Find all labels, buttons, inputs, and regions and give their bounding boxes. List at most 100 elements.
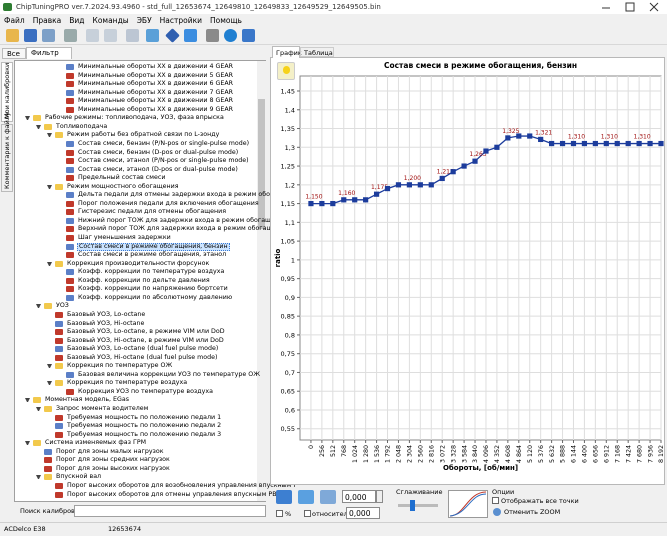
tree-item[interactable]: Коррекция производительности форсунок bbox=[15, 260, 255, 269]
tab[interactable]: Все bbox=[2, 48, 26, 59]
tree-item[interactable]: Гистерезис педали для отмены обогащения bbox=[15, 208, 255, 217]
tree-item[interactable]: Базовый УОЗ, Hi-octane (dual fuel pulse … bbox=[15, 354, 255, 363]
tree-item[interactable]: Состав смеси, бензин (P/N-pos or single-… bbox=[15, 140, 255, 149]
open-button[interactable] bbox=[6, 29, 19, 42]
web-button[interactable] bbox=[224, 29, 237, 42]
tree-item[interactable]: Режим мощностного обогащения bbox=[15, 183, 255, 192]
tree-item[interactable]: Минимальные обороты ХХ в движении 8 GEAR bbox=[15, 97, 255, 106]
tree-item[interactable]: Порог положения педали для включения обо… bbox=[15, 200, 259, 209]
compare-button[interactable] bbox=[146, 29, 159, 42]
window-buttons[interactable] bbox=[600, 2, 664, 12]
expander[interactable] bbox=[36, 124, 41, 129]
tree-item[interactable]: Базовый УОЗ, Hi-octane, в режиме VIM или… bbox=[15, 337, 255, 346]
expander[interactable] bbox=[47, 364, 52, 369]
tree-item[interactable]: Шаг уменьшения задержки bbox=[15, 234, 255, 243]
expander[interactable] bbox=[25, 441, 30, 446]
tree-item[interactable]: Базовый УОЗ, Lo-octane bbox=[15, 311, 255, 320]
tree-item[interactable]: УОЗ bbox=[15, 302, 255, 311]
reset-zoom-button[interactable]: Отменить ZOOM bbox=[504, 508, 561, 516]
tab[interactable]: Таблица bbox=[300, 47, 334, 57]
tab-active[interactable]: Фильтр bbox=[26, 47, 72, 59]
tree-item[interactable]: Состав смеси, этанол (D-pos or dual-puls… bbox=[15, 166, 255, 175]
relative-checkbox[interactable] bbox=[304, 510, 311, 517]
settings-button[interactable] bbox=[242, 29, 255, 42]
close[interactable] bbox=[649, 2, 659, 12]
menu-item[interactable]: ЭБУ bbox=[136, 16, 152, 25]
expander[interactable] bbox=[47, 381, 52, 386]
copy-button[interactable] bbox=[86, 29, 99, 42]
tree-item[interactable]: Порог для зоны высоких нагрузок bbox=[15, 465, 255, 474]
tree-item[interactable]: Коэфф. коррекции по напряжению бортсети bbox=[15, 285, 255, 294]
add-button[interactable] bbox=[298, 490, 314, 504]
tree-item[interactable]: Коррекция по температуре воздуха bbox=[15, 379, 255, 388]
tree-item[interactable]: Коэфф. коррекции по дельте давления bbox=[15, 277, 255, 286]
tree-item[interactable]: Минимальные обороты ХХ в движении 5 GEAR bbox=[15, 72, 255, 81]
maximize[interactable] bbox=[625, 2, 635, 12]
expander[interactable] bbox=[25, 116, 30, 121]
menu-item[interactable]: Настройки bbox=[159, 16, 202, 25]
tree-item[interactable]: Дельта педали для отмены задержки входа … bbox=[15, 191, 295, 200]
hint-button[interactable] bbox=[277, 62, 295, 80]
tree-item[interactable]: Коэфф. коррекции по температуре воздуха bbox=[15, 268, 255, 277]
info-button[interactable] bbox=[184, 29, 197, 42]
tree-item[interactable]: Коррекция УОЗ по температуре воздуха bbox=[15, 388, 255, 397]
multiply-button[interactable] bbox=[320, 490, 336, 504]
tree-item[interactable]: Состав смеси, бензин (D-pos or dual-puls… bbox=[15, 149, 255, 158]
save-button[interactable] bbox=[24, 29, 37, 42]
tree-item[interactable]: Состав смеси в режиме обогащения, этанол bbox=[15, 251, 255, 260]
smoothing-thumb[interactable] bbox=[410, 500, 415, 511]
paste-button[interactable] bbox=[104, 29, 117, 42]
value-input[interactable]: 0,000 bbox=[342, 490, 376, 503]
show-points-checkbox[interactable] bbox=[492, 497, 499, 504]
tree-item[interactable]: Впускной вал bbox=[15, 473, 255, 482]
smoothing-track[interactable] bbox=[398, 504, 438, 507]
tree-item[interactable]: Минимальные обороты ХХ в движении 4 GEAR bbox=[15, 63, 255, 72]
tree-item[interactable]: Минимальные обороты ХХ в движении 6 GEAR bbox=[15, 80, 255, 89]
side-tab[interactable]: Комментарии к файлу bbox=[1, 112, 13, 192]
tree-item[interactable]: Система изменяемых фаз ГРМ bbox=[15, 439, 255, 448]
undo-button[interactable] bbox=[126, 29, 139, 42]
scrollbar[interactable] bbox=[257, 61, 266, 501]
print-button[interactable] bbox=[64, 29, 77, 42]
spin[interactable] bbox=[376, 490, 383, 503]
tree-item-selected[interactable]: Состав смеси в режиме обогащения, бензин bbox=[15, 242, 255, 252]
expander[interactable] bbox=[36, 407, 41, 411]
tree-item[interactable]: Минимальные обороты ХХ в движении 9 GEAR bbox=[15, 106, 255, 115]
tree-item[interactable]: Запрос момента водителем bbox=[15, 405, 255, 414]
tree-item[interactable]: Минимальные обороты ХХ в движении 7 GEAR bbox=[15, 89, 255, 98]
tree-item[interactable]: Базовый УОЗ, Lo-octane, в режиме VIM или… bbox=[15, 328, 255, 337]
tree-item[interactable]: Рабочие режимы: топливоподача, УОЗ, фаза… bbox=[15, 114, 255, 123]
tree-item[interactable]: Базовая величина коррекции УОЗ по темпер… bbox=[15, 371, 260, 380]
tree-item[interactable]: Предельный состав смеси bbox=[15, 174, 255, 183]
tree-item[interactable]: Нижний порог ТОЖ для задержки входа в ре… bbox=[15, 217, 287, 226]
save-as-button[interactable] bbox=[42, 29, 55, 42]
expander[interactable] bbox=[36, 475, 41, 480]
tree-item[interactable]: Коэфф. коррекции по абсолютному давлению bbox=[15, 294, 255, 303]
expander[interactable] bbox=[25, 398, 30, 403]
tree-item[interactable]: Порог для зоны малых нагрузок bbox=[15, 448, 255, 457]
tree-item[interactable]: Порог для зоны средних нагрузок bbox=[15, 456, 255, 465]
tree-item[interactable]: Режим работы без обратной связи по L-зон… bbox=[15, 131, 255, 140]
expander[interactable] bbox=[47, 261, 52, 266]
expander[interactable] bbox=[47, 133, 52, 138]
expander[interactable] bbox=[36, 304, 41, 309]
tree-item[interactable]: Топливоподача bbox=[15, 123, 255, 132]
equal-button[interactable] bbox=[276, 490, 292, 504]
tab-active[interactable]: График bbox=[272, 46, 302, 58]
percent-checkbox[interactable] bbox=[276, 510, 283, 517]
tree-item[interactable]: Моментная модель, EGas bbox=[15, 396, 255, 405]
tree-item[interactable]: Базовый УОЗ, Lo-octane (dual fuel pulse … bbox=[15, 345, 255, 354]
menu-item[interactable]: Команды bbox=[92, 16, 129, 25]
checksum-button[interactable] bbox=[165, 28, 180, 43]
tree-item[interactable]: Верхний порог ТОЖ для задержки входа в р… bbox=[15, 225, 288, 234]
tree-item[interactable]: Состав смеси, этанол (P/N-pos or single-… bbox=[15, 157, 255, 166]
tree-item[interactable]: Базовый УОЗ, Hi-octane bbox=[15, 320, 255, 329]
relative-input[interactable]: 0,000 bbox=[346, 507, 380, 519]
menu-item[interactable]: Правка bbox=[32, 16, 62, 25]
tree-item[interactable]: Требуемая мощность по положению педали 1 bbox=[15, 414, 255, 423]
scroll-thumb[interactable] bbox=[258, 99, 265, 229]
tree-item[interactable]: Коррекция по температуре ОЖ bbox=[15, 362, 255, 371]
expander[interactable] bbox=[47, 184, 52, 189]
menu-item[interactable]: Помощь bbox=[210, 16, 242, 25]
tools-button[interactable] bbox=[206, 29, 219, 42]
